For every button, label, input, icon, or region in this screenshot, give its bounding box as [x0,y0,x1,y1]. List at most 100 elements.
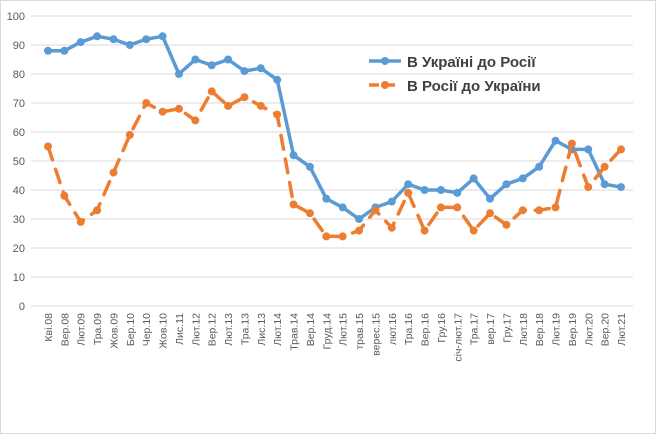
x-tick-label: Вер.14 [305,313,317,346]
legend-label: В Україні до Росії [407,54,536,71]
y-tick-label: 70 [13,98,25,110]
data-point [207,87,216,96]
y-tick-label: 0 [19,301,25,313]
x-tick-label: Лют.21 [616,313,628,346]
x-tick-label: Гру.17 [501,313,513,343]
data-point [600,162,609,171]
legend-marker [381,81,389,89]
x-tick-label: Бер.10 [125,313,137,346]
data-point [109,35,118,44]
x-tick-label: вер.17 [485,313,497,345]
data-point [44,142,52,151]
x-tick-label: Жов.10 [158,313,170,349]
data-point [76,217,85,226]
data-point [617,183,625,192]
data-point [158,32,167,41]
data-point [502,220,511,229]
x-tick-label: Тра.16 [403,313,415,345]
x-tick-label: Груд.14 [321,313,333,350]
y-tick-label: 60 [13,127,25,139]
data-point [404,188,413,197]
x-tick-label: Вер.20 [600,313,612,346]
data-point [486,209,495,218]
data-point [502,180,511,189]
data-point [109,168,118,177]
data-point [355,215,364,223]
data-point [535,206,544,215]
data-point [60,46,69,55]
data-point [191,116,200,125]
x-tick-label: Кві.08 [43,313,55,342]
data-point [207,61,216,70]
x-tick-label: лют.16 [387,313,399,345]
x-tick-label: Лют.09 [76,313,88,346]
data-point [436,186,445,194]
x-tick-label: Лют.15 [338,313,350,346]
y-tick-label: 80 [13,69,25,81]
x-tick-label: Тра.17 [469,313,481,345]
data-point [600,180,609,189]
x-tick-label: Лют.14 [272,313,284,346]
x-tick-label: Жов.09 [108,313,120,349]
data-point [224,55,233,64]
x-tick-label: Лют.20 [583,313,595,346]
x-tick-label: Лют.19 [551,313,563,346]
data-point [142,35,151,44]
x-tick-label: Трав.14 [289,313,301,351]
x-tick-label: Лют.13 [223,313,235,346]
data-point [142,99,151,107]
data-point [469,174,478,183]
data-point [289,151,298,160]
data-point [174,70,183,78]
data-point [355,226,364,235]
data-point [469,226,478,235]
x-tick-label: Лис.13 [256,313,268,346]
data-point [404,180,413,189]
x-tick-label: Тра.09 [92,313,104,345]
legend-label: В Росії до України [407,78,541,95]
data-point [371,206,380,215]
data-point [322,194,331,203]
x-tick-label: верес.15 [370,313,382,356]
data-point [60,191,69,200]
x-tick-label: Вер.18 [534,313,546,346]
data-point [322,232,331,241]
data-point [584,183,593,192]
data-point [76,38,85,47]
data-point [256,101,265,110]
data-point [305,209,314,218]
data-point [273,75,282,84]
data-point [551,203,560,212]
data-point [93,206,102,215]
data-point [387,197,396,206]
data-point [453,203,462,212]
y-tick-label: 30 [13,214,25,226]
data-point [617,145,625,154]
y-tick-label: 40 [13,185,25,197]
data-point [518,174,527,183]
data-point [174,104,183,113]
data-point [289,200,298,209]
x-tick-label: Вер.12 [207,313,219,346]
data-point [584,145,593,154]
x-tick-label: січ-лют.17 [452,313,464,362]
x-tick-label: Лют.12 [190,313,202,346]
x-tick-label: Гру.16 [436,313,448,343]
data-point [93,32,102,41]
x-tick-label: Лис.11 [174,313,186,345]
legend-marker [381,57,389,65]
data-point [535,162,544,171]
data-point [338,232,347,241]
data-point [551,136,560,145]
x-tick-label: Вер.08 [59,313,71,346]
data-point [486,194,495,203]
data-point [567,139,576,148]
data-point [273,110,282,119]
data-point [387,223,396,232]
data-point [191,55,200,64]
x-tick-label: Тра.13 [239,313,251,345]
y-tick-label: 20 [13,243,25,255]
y-tick-label: 90 [13,40,25,52]
data-point [338,203,347,212]
